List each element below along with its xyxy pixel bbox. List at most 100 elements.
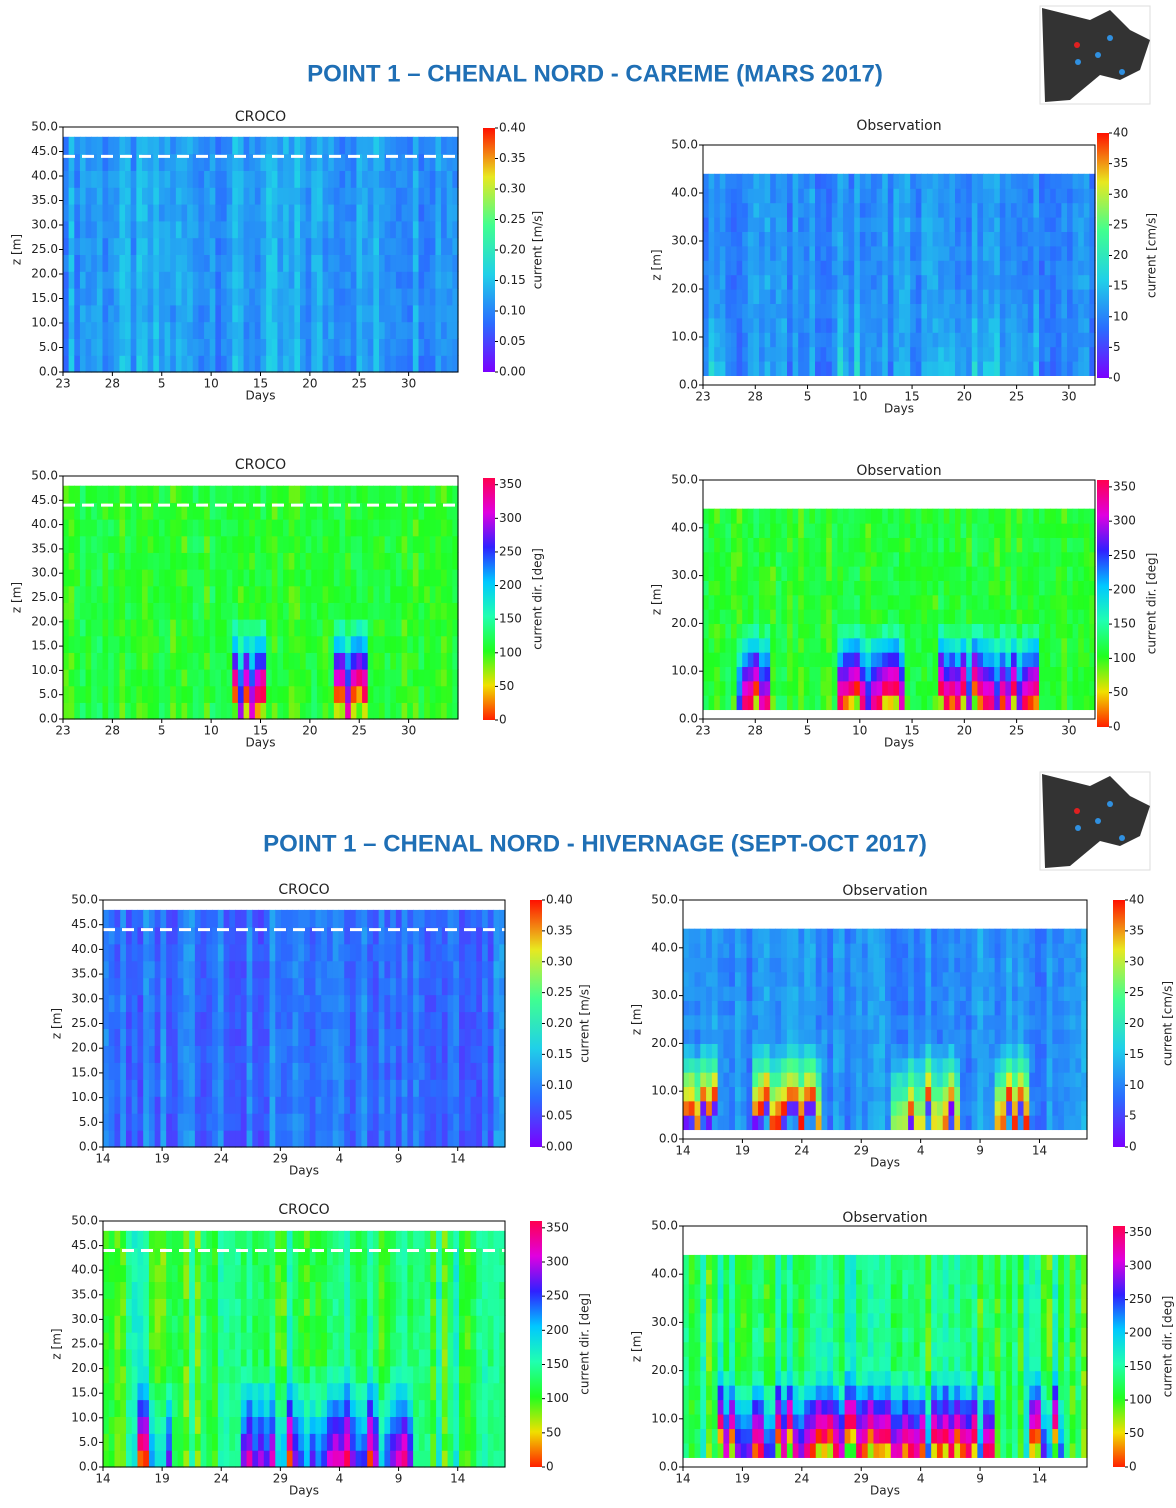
heatmap-cell bbox=[345, 652, 352, 670]
heatmap-cell bbox=[887, 680, 894, 696]
heatmap-cell bbox=[349, 1096, 357, 1114]
heatmap-cell bbox=[240, 926, 248, 945]
heatmap-cell bbox=[921, 537, 928, 553]
heatmap-cell bbox=[379, 136, 386, 155]
heatmap-cell bbox=[339, 237, 346, 255]
heatmap-cell bbox=[943, 652, 950, 668]
heatmap-cell bbox=[943, 260, 950, 276]
heatmap-cell bbox=[316, 187, 324, 205]
heatmap-cell bbox=[154, 1113, 162, 1131]
heatmap-cell bbox=[1083, 580, 1090, 596]
heatmap-cell bbox=[260, 485, 267, 503]
heatmap-cell bbox=[316, 220, 324, 239]
heatmap-cell bbox=[345, 635, 352, 653]
heatmap-cell bbox=[899, 609, 906, 624]
heatmap-cell bbox=[292, 994, 299, 1013]
heatmap-cell bbox=[725, 594, 732, 610]
heatmap-cell bbox=[736, 202, 743, 218]
heatmap-cell bbox=[882, 202, 889, 218]
heatmap-cell bbox=[429, 254, 437, 272]
heatmap-cell bbox=[994, 245, 1001, 261]
heatmap-cell bbox=[792, 303, 799, 319]
heatmap-cell bbox=[843, 680, 850, 696]
heatmap-cell bbox=[294, 220, 301, 239]
heatmap-cell bbox=[204, 619, 211, 637]
heatmap-cell bbox=[446, 254, 453, 272]
heatmap-cell bbox=[714, 695, 721, 711]
heatmap-cell bbox=[859, 566, 866, 581]
heatmap-cell bbox=[283, 635, 290, 653]
heatmap-cell bbox=[775, 346, 782, 362]
heatmap-cell bbox=[85, 652, 92, 670]
heatmap-cell bbox=[843, 332, 850, 348]
heatmap-cell bbox=[332, 1096, 340, 1114]
heatmap-cell bbox=[775, 609, 782, 624]
heatmap-cell bbox=[148, 960, 156, 979]
heatmap-cell bbox=[263, 1113, 271, 1131]
heatmap-cell bbox=[373, 355, 380, 373]
heatmap-cell bbox=[328, 187, 335, 205]
heatmap-cell bbox=[108, 254, 115, 272]
heatmap-cell bbox=[1067, 609, 1074, 624]
heatmap-cell bbox=[424, 1011, 431, 1030]
heatmap-cell bbox=[339, 187, 346, 205]
heatmap-cell bbox=[223, 909, 230, 928]
heatmap-cell bbox=[770, 245, 777, 261]
heatmap-cell bbox=[221, 220, 228, 239]
heatmap-cell bbox=[189, 960, 196, 979]
heatmap-cell bbox=[1011, 202, 1018, 218]
heatmap-cell bbox=[938, 594, 945, 610]
heatmap-cell bbox=[367, 1045, 374, 1063]
heatmap-cell bbox=[865, 637, 872, 653]
heatmap-cell bbox=[367, 304, 374, 323]
heatmap-cell bbox=[837, 566, 844, 581]
heatmap-cell bbox=[731, 274, 738, 290]
heatmap-cell bbox=[147, 204, 154, 222]
heatmap-cell bbox=[395, 220, 403, 239]
heatmap-cell bbox=[412, 271, 420, 289]
heatmap-cell bbox=[731, 188, 738, 204]
heatmap-cell bbox=[164, 321, 171, 339]
heatmap-cell bbox=[876, 245, 883, 261]
heatmap-cell bbox=[809, 231, 816, 247]
heatmap-cell bbox=[298, 1062, 305, 1080]
heatmap-cell bbox=[281, 1079, 288, 1097]
heatmap-cell bbox=[910, 623, 917, 639]
heatmap-cell bbox=[787, 188, 794, 204]
heatmap-cell bbox=[345, 187, 352, 205]
heatmap-cell bbox=[237, 304, 245, 323]
heatmap-cell bbox=[125, 1130, 133, 1148]
heatmap-cell bbox=[333, 535, 341, 553]
heatmap-cell bbox=[764, 202, 771, 218]
heatmap-cell bbox=[373, 204, 380, 222]
heatmap-cell bbox=[781, 289, 788, 304]
heatmap-cell bbox=[714, 623, 721, 639]
heatmap-cell bbox=[304, 1113, 311, 1131]
heatmap-cell bbox=[113, 619, 121, 637]
heatmap-cell bbox=[235, 1113, 242, 1131]
heatmap-cell bbox=[966, 680, 973, 696]
heatmap-cell bbox=[390, 994, 397, 1013]
heatmap-cell bbox=[212, 1045, 219, 1063]
heatmap-cell bbox=[390, 153, 397, 171]
heatmap-cell bbox=[136, 635, 143, 653]
heatmap-cell bbox=[826, 566, 833, 581]
heatmap-cell bbox=[378, 926, 385, 945]
heatmap-cell bbox=[294, 187, 301, 205]
heatmap-cell bbox=[943, 609, 950, 624]
heatmap-cell bbox=[971, 580, 978, 596]
heatmap-cell bbox=[429, 321, 437, 339]
heatmap-cell bbox=[271, 485, 279, 503]
heatmap-cell bbox=[843, 346, 850, 362]
heatmap-cell bbox=[153, 502, 160, 520]
heatmap-cell bbox=[781, 260, 788, 276]
heatmap-cell bbox=[910, 361, 917, 376]
heatmap-cell bbox=[339, 136, 346, 155]
heatmap-cell bbox=[85, 254, 92, 272]
heatmap-cell bbox=[158, 254, 166, 272]
y-tick-label: 0.0 bbox=[39, 712, 58, 726]
heatmap-cell bbox=[63, 519, 70, 537]
heatmap-cell bbox=[781, 609, 788, 624]
heatmap-cell bbox=[736, 274, 743, 290]
heatmap-cell bbox=[271, 535, 279, 553]
